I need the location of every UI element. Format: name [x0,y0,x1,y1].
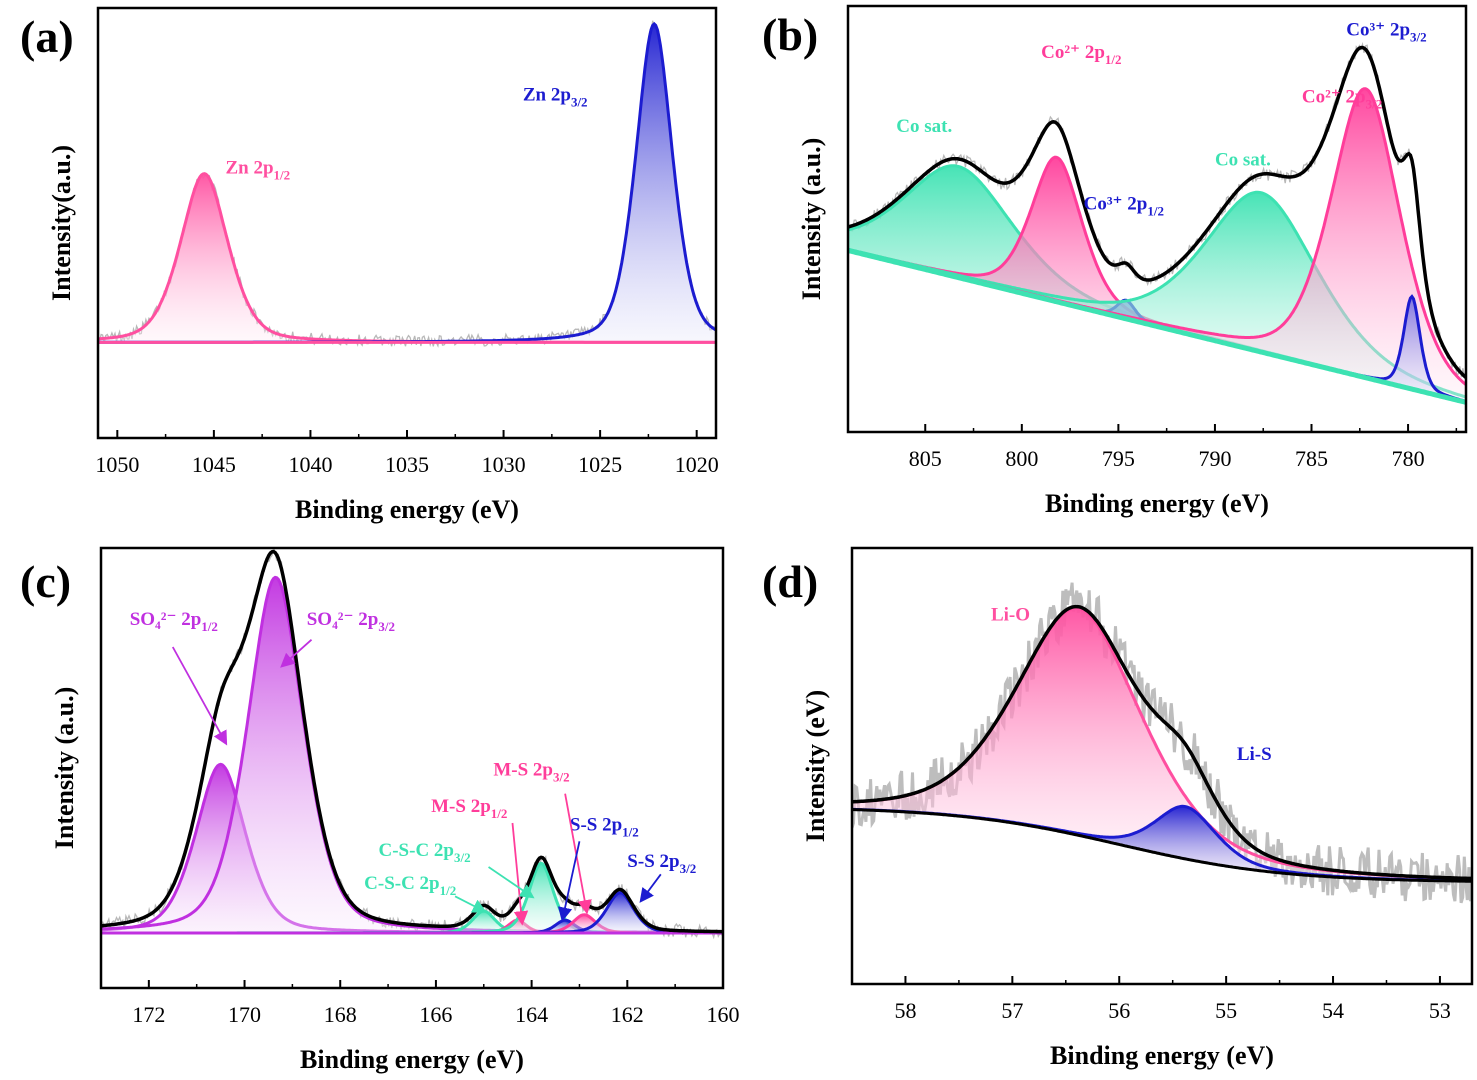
panel-b: 805 800 795 790 785 780 Binding energy (eV) Int… [762,4,1468,518]
plot-frame [99,546,725,990]
annotation-arrow [557,841,581,922]
peak-annotation: Co sat. [896,116,952,137]
x-tick-label: 1030 [482,452,526,477]
envelope-fit [848,45,1466,379]
x-tick-label: 54 [1322,998,1344,1023]
fit-peak-fill [848,165,1466,403]
annotation-arrow [171,646,228,746]
peak-annotation: Li-O [991,605,1030,626]
peak-annotation: C-S-C 2p1/2 [364,873,456,898]
x-tick-label: 1040 [288,452,332,477]
panel-label: (c) [20,556,71,607]
plot-frame [850,546,1474,986]
peak-annotation: Zn 2p1/2 [225,158,290,183]
peak-annotation: Co³⁺ 2p1/2 [1084,194,1164,219]
annotation-arrow [564,793,592,915]
envelope-fit [101,549,723,934]
x-tick-label: 785 [1295,446,1328,471]
peak-annotation: C-S-C 2p3/2 [379,840,471,865]
x-tick-label: 160 [707,1002,740,1027]
peak-annotation: M-S 2p3/2 [493,759,569,784]
baseline [848,248,1466,405]
peak-annotation: Zn 2p3/2 [523,84,588,109]
x-axis-title: Binding energy (eV) [1045,489,1269,518]
x-tick-label: 56 [1108,998,1130,1023]
x-tick-label: 795 [1102,446,1135,471]
x-tick-label: 53 [1429,998,1451,1023]
x-tick-label: 162 [611,1002,644,1027]
fit-peak-fill [848,88,1466,403]
x-tick-label: 1050 [95,452,139,477]
x-tick-label: 805 [909,446,942,471]
x-tick-label: 172 [132,1002,165,1027]
x-tick-label: 1025 [578,452,622,477]
panel-label: (a) [20,11,74,62]
peak-annotation: S-S 2p1/2 [570,814,639,839]
panel-c: 172 170 168 166 164 162 160 Binding energy (eV)… [20,546,740,1074]
panel-d: 58 57 56 55 54 53 Binding energy (eV) Intensity… [762,546,1474,1070]
x-tick-label: 170 [228,1002,261,1027]
x-axis-title: Binding energy (eV) [1050,1041,1274,1070]
peak-annotation: SO₄²⁻ 2p3/2 [307,609,395,634]
baseline [852,808,1472,883]
y-axis-title: Intensity (a.u.) [797,138,826,301]
x-axis-title: Binding energy (eV) [295,495,519,524]
fit-peak-fill [98,23,716,343]
peak-annotation: SO₄²⁻ 2p1/2 [130,609,218,634]
panel-a: 1050 1045 1040 1035 1030 1025 1020 Binding ener… [20,6,719,524]
x-tick-label: 1020 [675,452,719,477]
panel-label: (b) [762,9,818,60]
annotation-arrow [280,638,313,668]
x-tick-label: 790 [1198,446,1231,471]
x-tick-label: 58 [894,998,916,1023]
x-tick-label: 168 [324,1002,357,1027]
peak-annotation: Co²⁺ 2p1/2 [1041,42,1121,67]
x-tick-label: 800 [1005,446,1038,471]
panel-label: (d) [762,556,818,607]
y-axis-title: Intensity (eV) [801,690,830,842]
x-tick-label: 166 [419,1002,452,1027]
x-axis-title: Binding energy (eV) [300,1045,524,1074]
peak-annotation: Li-S [1237,744,1272,765]
x-tick-label: 1035 [385,452,429,477]
y-axis-title: Intensity (a.u.) [50,687,79,850]
peak-annotation: Co³⁺ 2p3/2 [1346,20,1426,45]
fit-peak-fill [98,173,716,343]
annotation-arrow [454,895,487,913]
fit-peak-fill [852,806,1472,882]
plot-frame [846,4,1468,434]
peak-annotation: Co sat. [1215,149,1271,170]
annotation-arrow [511,822,529,926]
peak-annotation: S-S 2p3/2 [627,851,696,876]
y-axis-title: Intensity(a.u.) [47,145,76,301]
x-tick-label: 164 [515,1002,548,1027]
x-tick-label: 57 [1001,998,1023,1023]
fit-peak-fill [852,608,1472,882]
peak-annotation: Co²⁺ 2p3/2 [1302,86,1382,111]
annotation-arrow [488,866,535,899]
peak-annotation: M-S 2p1/2 [431,796,507,821]
envelope-fit [852,604,1472,881]
x-tick-label: 780 [1392,446,1425,471]
fit-peak-fill [101,914,723,933]
annotation-arrow [639,873,662,903]
x-tick-label: 55 [1215,998,1237,1023]
x-tick-label: 1045 [192,452,236,477]
